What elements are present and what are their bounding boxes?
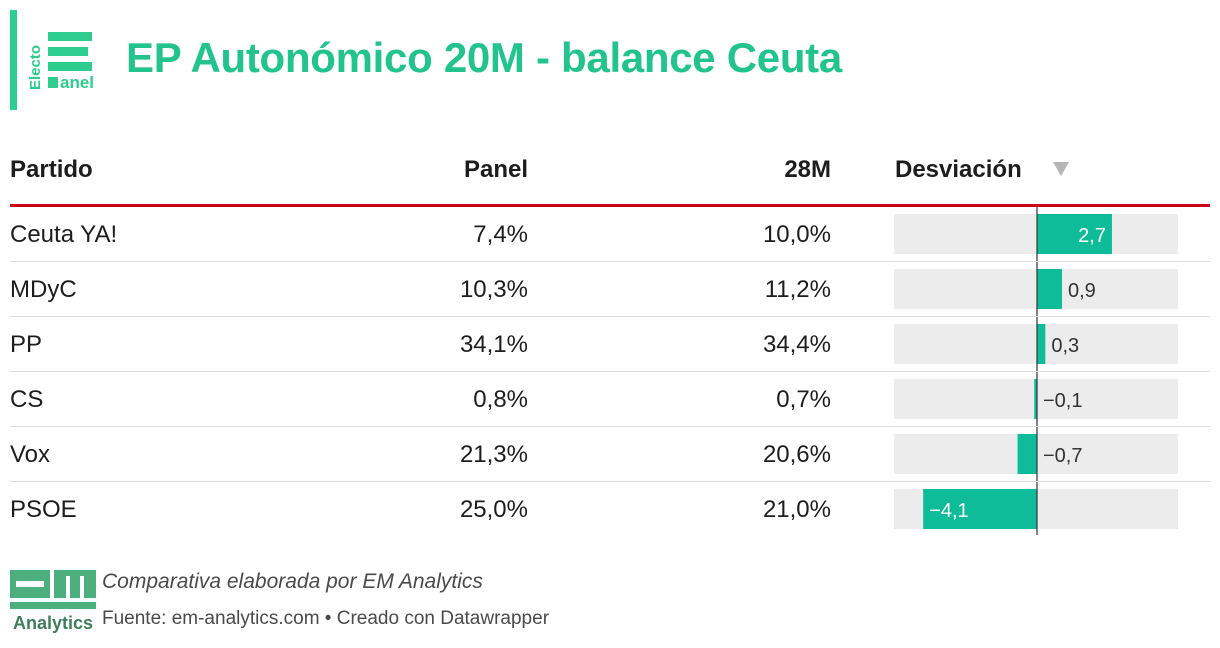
column-header-partido[interactable]: Partido [10, 156, 93, 183]
cell-28m: 20,6% [762, 441, 831, 468]
table-row: PSOE 25,0% 21,0% −4,1 [10, 482, 1210, 536]
deviation-label: 0,3 [1051, 335, 1079, 357]
cell-28m: 0,7% [776, 386, 831, 413]
cell-28m: 11,2% [764, 276, 831, 303]
electopanel-logo: Electo anel [27, 32, 94, 92]
footer-source: Fuente: em-analytics.com • Creado con Da… [102, 608, 550, 629]
cell-panel: 0,8% [473, 386, 528, 413]
page-title: EP Autonómico 20M - balance Ceuta [126, 34, 842, 81]
deviation-bar-chart: 0,9 [894, 262, 1178, 316]
deviation-bar [1037, 324, 1046, 364]
deviation-bar-chart: −0,7 [894, 427, 1178, 481]
deviation-bar [1034, 379, 1037, 419]
table-row: Vox 21,3% 20,6% −0,7 [10, 427, 1210, 482]
svg-text:Analytics: Analytics [13, 613, 93, 633]
accent-bar [10, 10, 17, 110]
cell-28m: 10,0% [762, 221, 831, 248]
sort-descending-icon[interactable] [1052, 160, 1070, 178]
cell-partido: MDyC [10, 276, 77, 303]
column-header-28m[interactable]: 28M [784, 156, 831, 183]
deviation-bar-chart: 0,3 [894, 317, 1178, 371]
column-header-panel[interactable]: Panel [463, 156, 528, 183]
column-header-desviacion[interactable]: Desviación [895, 156, 1022, 183]
cell-partido: Ceuta YA! [10, 221, 118, 248]
table-header: Partido Panel 28M Desviación [10, 146, 1210, 207]
cell-panel: 34,1% [459, 331, 528, 358]
table-row: CS 0,8% 0,7% −0,1 [10, 372, 1210, 427]
em-analytics-logo: Analytics [10, 570, 96, 633]
results-table: Partido Panel 28M Desviación Ceuta YA! 7… [10, 146, 1210, 536]
table-row: MDyC 10,3% 11,2% 0,9 [10, 262, 1210, 317]
bar-background [894, 324, 1178, 364]
cell-partido: PP [10, 331, 43, 358]
bar-background [894, 214, 1178, 254]
cell-panel: 10,3% [459, 276, 528, 303]
deviation-label: −4,1 [929, 500, 968, 522]
cell-panel: 21,3% [459, 441, 528, 468]
table-row: Ceuta YA! 7,4% 10,0% 2,7 [10, 207, 1210, 262]
cell-panel: 25,0% [459, 496, 528, 523]
deviation-bar-chart: −0,1 [894, 372, 1178, 426]
deviation-bar [1037, 269, 1062, 309]
header: Electo anel EP Autonómico 20M - balance … [0, 0, 1220, 115]
svg-text:Electo: Electo [27, 45, 44, 90]
deviation-bar-chart: −4,1 [894, 482, 1178, 535]
cell-28m: 34,4% [762, 331, 831, 358]
cell-panel: 7,4% [473, 221, 528, 248]
deviation-bar-chart: 2,7 [894, 207, 1178, 261]
cell-partido: PSOE [10, 496, 77, 523]
deviation-label: −0,7 [1043, 445, 1082, 467]
deviation-bar [1037, 214, 1112, 254]
footer: Analytics Comparativa elaborada por EM A… [10, 568, 710, 638]
svg-text:anel: anel [60, 73, 94, 92]
cell-partido: Vox [10, 441, 51, 468]
cell-partido: CS [10, 386, 44, 413]
footer-note: Comparativa elaborada por EM Analytics [102, 570, 483, 593]
deviation-bar [1017, 434, 1037, 474]
deviation-bar [923, 489, 1037, 529]
cell-28m: 21,0% [762, 496, 831, 523]
deviation-label: 2,7 [1078, 225, 1106, 247]
deviation-label: −0,1 [1043, 390, 1082, 412]
table-row: PP 34,1% 34,4% 0,3 [10, 317, 1210, 372]
deviation-label: 0,9 [1068, 280, 1096, 302]
bar-background [894, 269, 1178, 309]
